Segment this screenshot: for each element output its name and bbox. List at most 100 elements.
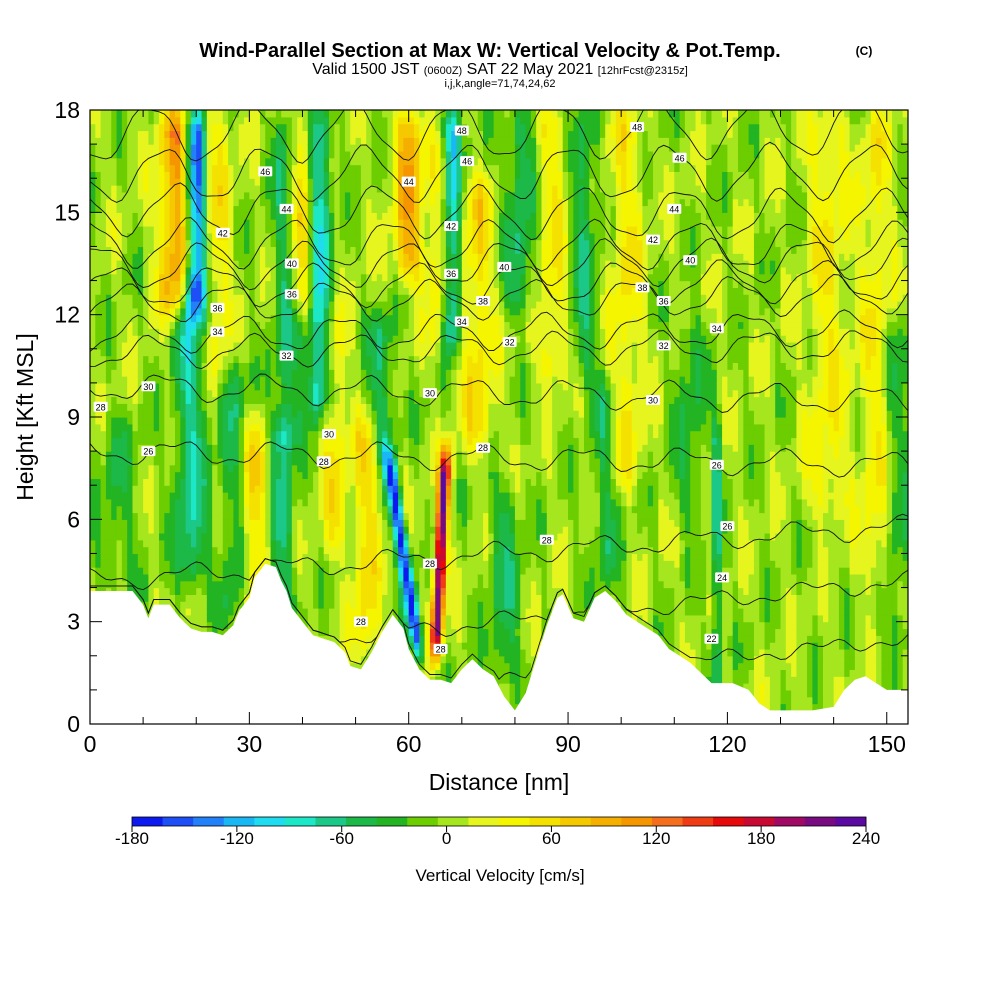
velocity-cell (185, 150, 192, 159)
velocity-cell (206, 430, 213, 439)
velocity-cell (313, 608, 319, 616)
velocity-cell (366, 219, 373, 227)
velocity-cell (238, 123, 245, 132)
velocity-cell (259, 185, 266, 193)
velocity-cell (350, 260, 357, 268)
velocity-cell (254, 164, 261, 172)
velocity-cell (143, 389, 150, 398)
velocity-cell (90, 498, 96, 507)
velocity-cell (217, 150, 224, 159)
velocity-cell (196, 123, 203, 132)
velocity-cell (265, 560, 272, 568)
velocity-cell (105, 130, 112, 138)
velocity-cell (201, 130, 208, 138)
velocity-cell (339, 505, 346, 514)
velocity-cell (244, 246, 250, 254)
velocity-cell (339, 294, 346, 302)
velocity-cell (143, 587, 150, 595)
velocity-cell (254, 382, 261, 391)
velocity-cell (376, 362, 383, 370)
velocity-cell (111, 389, 118, 398)
velocity-cell (360, 403, 367, 411)
velocity-cell (244, 287, 250, 295)
velocity-cell (201, 341, 208, 350)
velocity-cell (355, 410, 362, 418)
velocity-cell (318, 273, 325, 282)
velocity-cell (206, 464, 213, 473)
velocity-cell (90, 505, 96, 514)
velocity-cell (334, 212, 341, 220)
velocity-cell (344, 348, 351, 357)
velocity-cell (148, 478, 155, 486)
velocity-cell (302, 492, 309, 500)
velocity-cell (217, 273, 224, 282)
velocity-cell (153, 437, 160, 445)
velocity-cell (127, 492, 134, 500)
velocity-cell (201, 301, 208, 309)
velocity-cell (297, 341, 304, 350)
velocity-cell (307, 178, 314, 186)
velocity-cell (366, 417, 373, 425)
velocity-cell (371, 478, 378, 486)
velocity-cell (228, 157, 235, 166)
velocity-cell (153, 512, 160, 520)
velocity-cell (137, 191, 144, 200)
velocity-cell (90, 191, 96, 200)
velocity-cell (313, 553, 319, 561)
velocity-cell (318, 239, 325, 248)
velocity-cell (281, 328, 288, 336)
velocity-cell (185, 157, 192, 166)
velocity-cell (302, 355, 309, 364)
velocity-cell (196, 451, 203, 459)
velocity-cell (302, 321, 309, 329)
velocity-cell (174, 580, 181, 589)
velocity-cell (329, 423, 335, 432)
velocity-cell (286, 185, 293, 193)
velocity-cell (121, 212, 128, 220)
velocity-cell (244, 410, 250, 418)
velocity-cell (164, 423, 171, 432)
velocity-cell (127, 430, 134, 439)
velocity-cell (143, 294, 150, 302)
velocity-cell (318, 403, 325, 411)
velocity-cell (212, 410, 219, 418)
velocity-cell (153, 539, 160, 548)
velocity-cell (281, 512, 288, 520)
velocity-cell (329, 239, 335, 248)
velocity-cell (159, 280, 165, 288)
velocity-cell (323, 246, 330, 254)
velocity-cell (350, 341, 357, 350)
velocity-cell (355, 335, 362, 343)
velocity-cell (376, 478, 383, 486)
velocity-cell (132, 266, 139, 275)
velocity-cell (169, 348, 176, 357)
velocity-cell (201, 478, 208, 486)
velocity-cell (180, 185, 187, 193)
velocity-cell (249, 314, 256, 323)
velocity-cell (254, 205, 261, 213)
velocity-cell (371, 560, 378, 568)
velocity-cell (270, 396, 277, 404)
velocity-cell (339, 614, 346, 623)
velocity-cell (222, 266, 229, 275)
velocity-cell (318, 478, 325, 486)
velocity-cell (249, 164, 256, 172)
velocity-cell (132, 123, 139, 132)
velocity-cell (297, 314, 304, 323)
velocity-cell (259, 314, 266, 323)
velocity-cell (137, 417, 144, 425)
velocity-cell (249, 123, 256, 132)
velocity-cell (291, 328, 298, 336)
velocity-cell (355, 648, 362, 657)
velocity-cell (329, 314, 335, 323)
velocity-cell (334, 451, 341, 459)
velocity-cell (238, 355, 245, 364)
velocity-cell (286, 485, 293, 493)
velocity-cell (238, 430, 245, 439)
velocity-cell (291, 464, 298, 473)
velocity-cell (137, 137, 144, 145)
velocity-cell (344, 601, 351, 609)
velocity-cell (190, 123, 197, 132)
velocity-cell (286, 321, 293, 329)
velocity-cell (254, 553, 261, 561)
